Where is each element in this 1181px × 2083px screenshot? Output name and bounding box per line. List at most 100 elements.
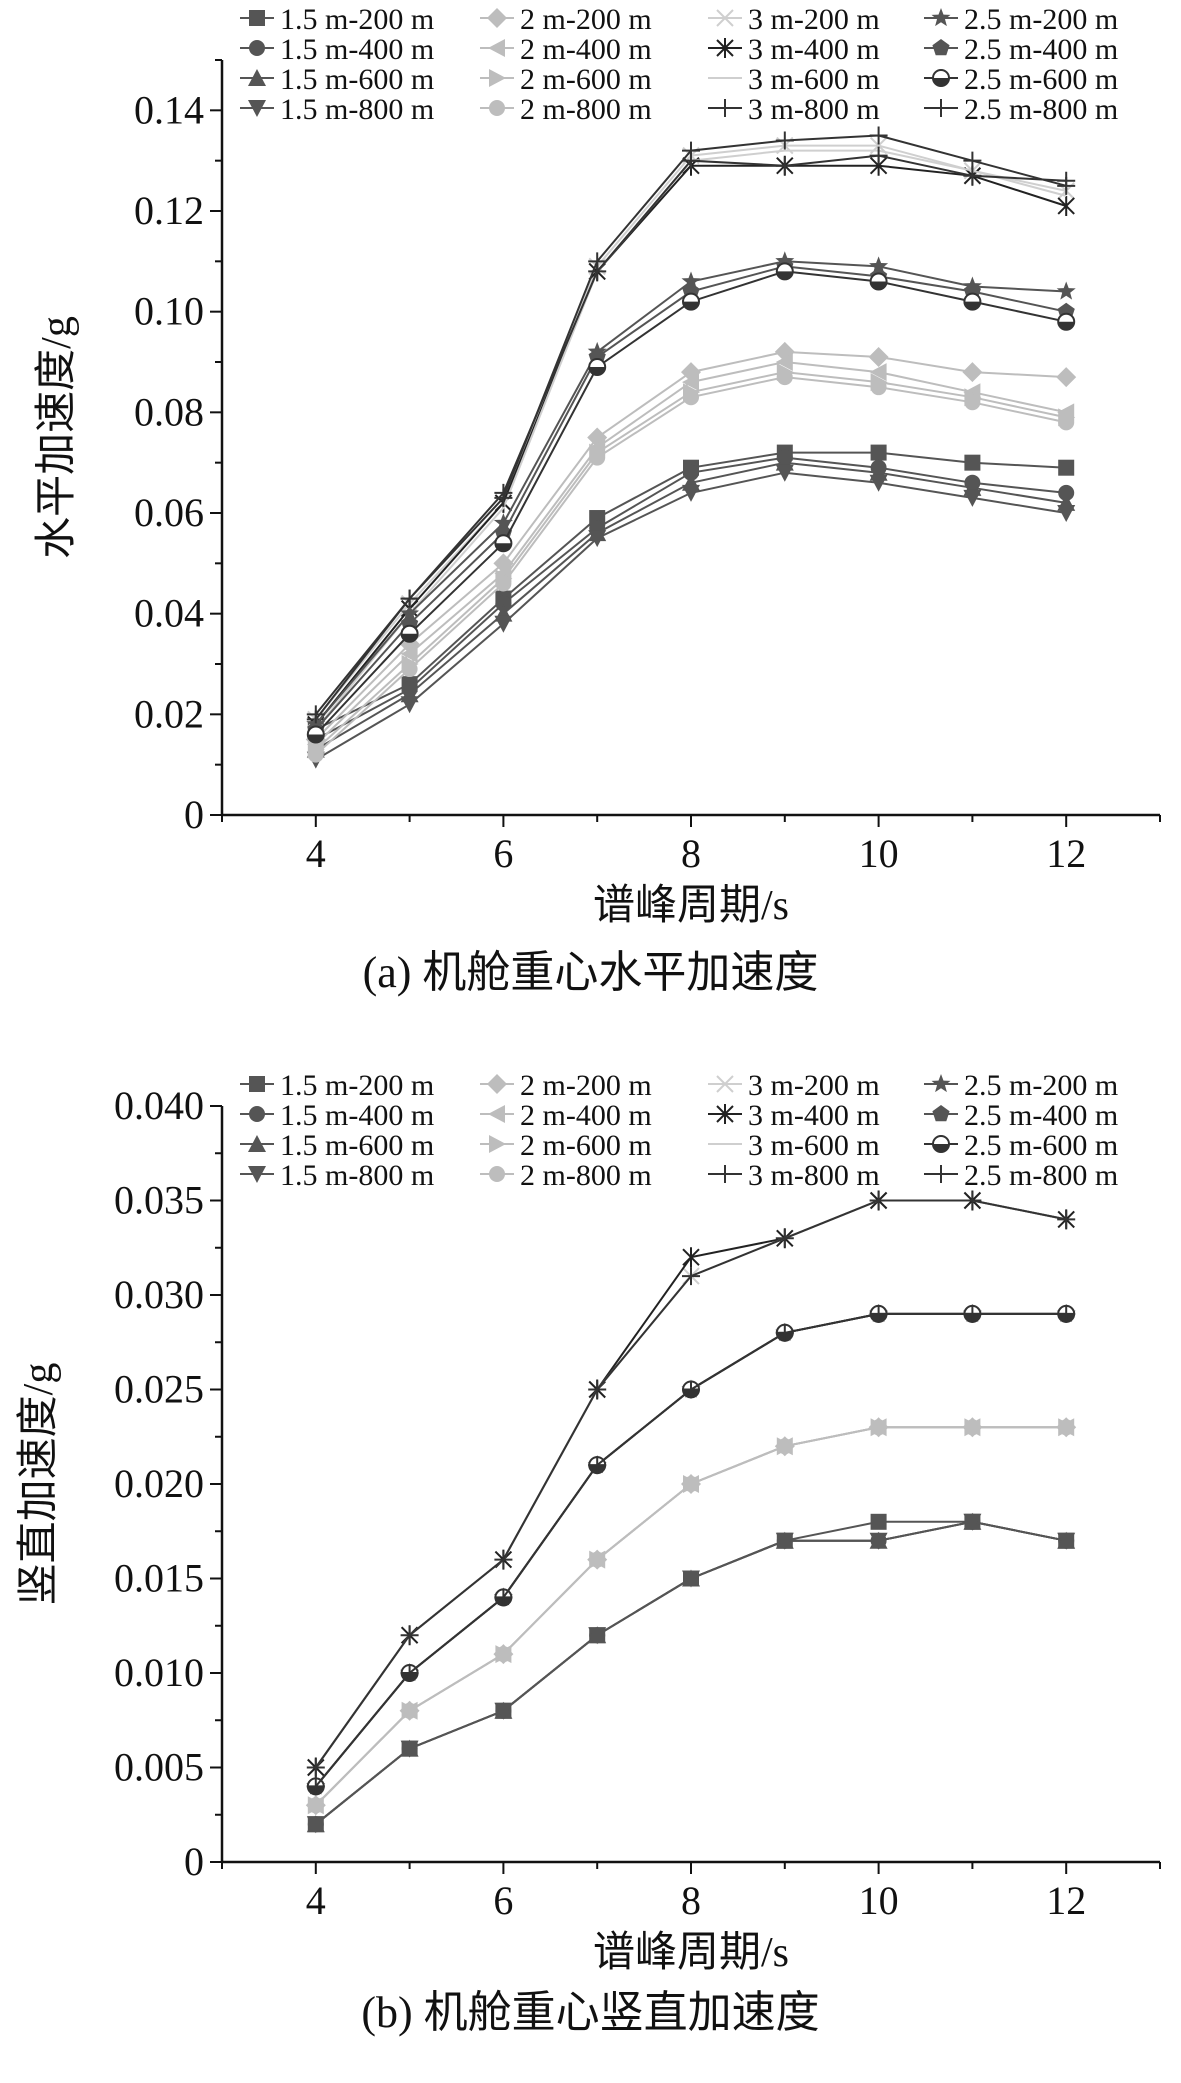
a-y-axis-label: 水平加速度/g xyxy=(34,316,80,559)
b-series-1p5m-200m xyxy=(307,1513,1075,1833)
a-legend-label: 1.5 m-200 m xyxy=(280,3,434,36)
b-series-2m-800m xyxy=(307,1419,1075,1814)
b-legend-swatch-marker xyxy=(489,1166,505,1182)
b-series-2m-800m-point xyxy=(776,1438,793,1455)
a-series-1p5m-200m-point xyxy=(964,454,981,471)
b-x-tick-label: 6 xyxy=(493,1878,513,1923)
b-series-2m-800m-point xyxy=(1058,1419,1075,1436)
b-legend-swatch-marker xyxy=(249,1106,265,1122)
b-series-3m-800m-point xyxy=(400,1626,419,1645)
a-y-tick-label: 0.04 xyxy=(134,591,204,636)
a-x-axis-label: 谱峰周期/s xyxy=(593,883,789,929)
a-series-2m-800m-point xyxy=(495,575,512,592)
a-series-2p5m-600m-line xyxy=(315,270,1067,736)
a-x-tick-label: 6 xyxy=(493,831,513,876)
a-legend-swatch-marker xyxy=(931,8,951,27)
b-legend-swatch-marker xyxy=(488,1105,505,1123)
a-series-2m-600m-line xyxy=(315,371,1067,751)
a-legend-swatch-marker xyxy=(248,100,266,117)
b-series-2m-800m-point xyxy=(495,1646,512,1663)
a-series-2p5m-800m-point xyxy=(588,262,607,281)
a-series-2m-400m-point xyxy=(869,363,887,382)
caption-a: (a) 机舱重心水平加速度 xyxy=(362,948,819,997)
a-legend-swatch-marker xyxy=(248,69,266,86)
b-series-1p5m-200m-point xyxy=(870,1513,887,1530)
b-series-2m-800m-point xyxy=(401,1702,418,1719)
b-series-2m-800m-point xyxy=(964,1419,981,1436)
a-series-2p5m-200m-point xyxy=(1056,281,1076,300)
b-series-2p5m-800m-point xyxy=(869,1304,888,1323)
b-legend-label: 2 m-600 m xyxy=(520,1129,652,1162)
a-legend-swatch-marker xyxy=(932,39,950,56)
a-legend-label: 2 m-600 m xyxy=(520,63,652,96)
a-x-tick-label: 10 xyxy=(859,831,899,876)
a-legend-label: 1.5 m-600 m xyxy=(280,63,434,96)
b-legend-swatch-marker xyxy=(931,1074,951,1093)
a-legend-entry: 2 m-800 m xyxy=(480,93,652,126)
b-series-3m-800m-point xyxy=(306,1758,325,1777)
a-legend-label: 3 m-600 m xyxy=(748,63,880,96)
b-series-3m-800m-point xyxy=(869,1191,888,1210)
a-series-3m-800m-point xyxy=(775,131,794,150)
a-x-tick-label: 12 xyxy=(1046,831,1086,876)
b-series-3m-800m xyxy=(306,1191,1076,1777)
a-y-tick-label: 0.08 xyxy=(134,389,204,434)
b-legend-label: 1.5 m-600 m xyxy=(280,1129,434,1162)
b-y-tick-label: 0.035 xyxy=(114,1178,204,1223)
b-series-2p5m-400m xyxy=(307,1304,1075,1794)
b-legend-entry: 2.5 m-800 m xyxy=(924,1159,1118,1192)
a-legend-swatch-marker xyxy=(249,40,265,56)
b-series-2m-800m-point xyxy=(589,1551,606,1568)
a-legend-label: 2.5 m-800 m xyxy=(964,93,1118,126)
a-series-2p5m-800m-line xyxy=(315,154,1067,715)
b-x-tick-label: 8 xyxy=(681,1878,701,1923)
a-legend-swatch-marker xyxy=(489,69,506,87)
b-series-3m-800m-point xyxy=(494,1550,513,1569)
b-x-tick-label: 12 xyxy=(1046,1878,1086,1923)
a-series-2m-800m-point xyxy=(401,661,418,678)
a-series-2p5m-800m-point xyxy=(963,166,982,185)
a-series-2p5m-600m-point xyxy=(588,358,607,377)
a-series-2m-400m-point xyxy=(400,644,418,663)
b-series-2p5m-800m-point xyxy=(306,1777,325,1796)
b-series-1p5m-600m xyxy=(306,1512,1076,1833)
a-legend-swatch-marker xyxy=(489,100,505,116)
b-legend-entry: 2 m-800 m xyxy=(480,1159,652,1192)
a-y-tick-label: 0.10 xyxy=(134,289,204,334)
b-legend-entry: 3 m-400 m xyxy=(708,1099,880,1132)
a-series-2p5m-200m-point xyxy=(869,256,889,275)
a-series-2m-200m-point xyxy=(868,346,889,367)
b-series-1p5m-800m-point xyxy=(682,1570,700,1588)
chart-vertical-acceleration: 4 6 8 10 12 0 0.005 0.010 0.015 0.020 0.025 0.030 0.… xyxy=(16,1069,1161,1976)
b-y-tick-label: 0.040 xyxy=(114,1083,204,1128)
a-series-2m-800m-point xyxy=(589,449,606,466)
a-legend-entry: 1.5 m-200 m xyxy=(240,3,434,36)
a-legend-entry: 2.5 m-200 m xyxy=(924,3,1118,36)
b-series-2p5m-200m xyxy=(306,1303,1076,1795)
a-legend-swatch-marker xyxy=(932,69,950,87)
b-y-axis-label: 竖直加速度/g xyxy=(16,1363,62,1606)
b-legend-entry: 3 m-600 m xyxy=(708,1129,880,1162)
b-series-2p5m-800m-point xyxy=(963,1304,982,1323)
a-series-2m-200m-point xyxy=(493,553,514,574)
b-series-2m-800m-point xyxy=(870,1419,887,1436)
a-series-2p5m-600m-point xyxy=(494,534,513,553)
a-legend-swatch-marker xyxy=(487,8,507,28)
a-series-1p5m-200m-point xyxy=(1058,459,1075,476)
a-legend-swatch-marker xyxy=(932,99,950,117)
b-series-3m-400m-point xyxy=(682,1247,700,1268)
chart-horizontal-acceleration: 4 6 8 10 12 0 0.02 0.04 0.06 0.08 0.10 0.12 0.14 谱峰周期… xyxy=(34,3,1161,929)
b-legend-swatch-marker xyxy=(248,1166,266,1183)
b-series-1p5m-800m-point xyxy=(400,1740,419,1758)
a-legend-entry: 2 m-400 m xyxy=(480,33,652,66)
a-series-2m-800m xyxy=(307,369,1075,763)
a-legend-label: 2 m-800 m xyxy=(520,93,652,126)
a-series-2p5m-800m-point xyxy=(869,146,888,165)
b-legend-label: 1.5 m-800 m xyxy=(280,1159,434,1192)
a-legend-label: 2.5 m-200 m xyxy=(964,3,1118,36)
a-series-1p5m-200m-point xyxy=(870,444,887,461)
a-y-tick-label: 0.14 xyxy=(134,87,204,132)
b-legend-entry: 3 m-800 m xyxy=(708,1159,880,1192)
a-series-2p5m-200m-point xyxy=(400,603,420,622)
